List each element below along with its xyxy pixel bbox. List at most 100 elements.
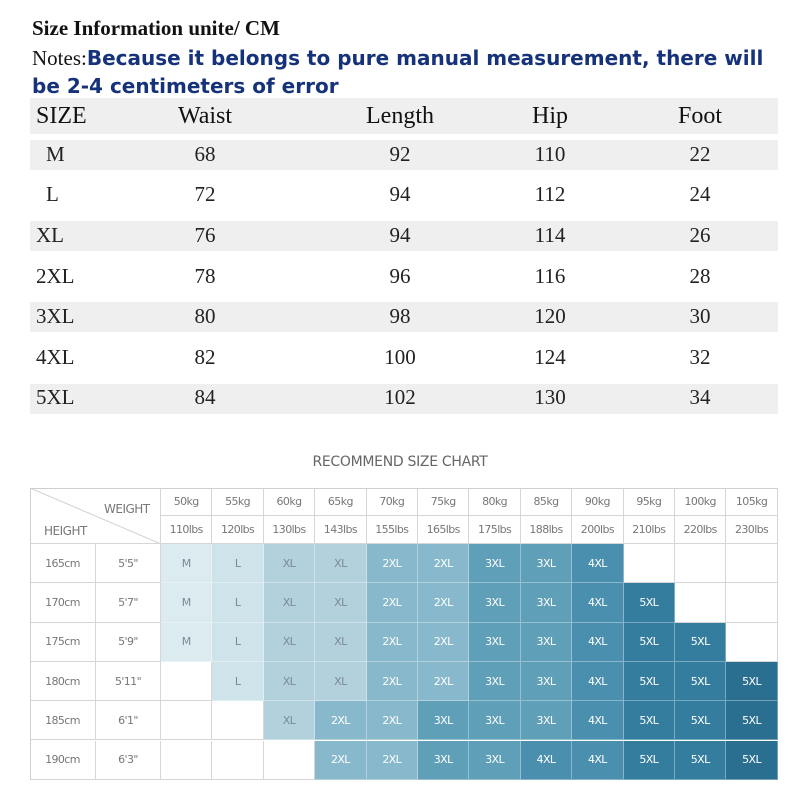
height-cm-label: 165cm	[30, 544, 96, 584]
size-cell: 3XL	[520, 622, 573, 662]
size-cell: 5XL	[623, 701, 675, 741]
size-cell: 5XL	[726, 661, 778, 702]
empty-cell	[675, 583, 727, 623]
weight-kg-label: 105kg	[726, 488, 778, 516]
cell-foot: 30	[689, 304, 711, 329]
weight-lbs-label: 230lbs	[726, 516, 778, 544]
size-cell: 3XL	[469, 622, 521, 662]
cell-hip: 130	[534, 385, 566, 410]
size-cell: 3XL	[520, 544, 573, 584]
recommend-size-chart: WEIGHT HEIGHT 50kg 110lbs 55kg 120lbs 60kg 13…	[30, 488, 778, 780]
cell-foot: 34	[689, 385, 711, 410]
size-cell: L	[212, 583, 264, 623]
weight-kg-label: 70kg	[366, 488, 418, 516]
weight-kg-label: 55kg	[212, 488, 264, 516]
cell-foot: 32	[689, 344, 711, 369]
cell-length: 96	[389, 263, 411, 288]
size-table-row: 4XL 82 100 124 32	[30, 337, 778, 378]
size-cell: 2XL	[366, 701, 418, 741]
weight-lbs-label: 220lbs	[675, 516, 727, 544]
size-cell: 3XL	[469, 583, 521, 623]
column-header-waist: Waist	[177, 102, 233, 129]
size-cell: XL	[263, 701, 316, 741]
size-cell: 3XL	[520, 701, 573, 741]
height-cm-label: 170cm	[30, 583, 96, 623]
size-cell: 2XL	[418, 661, 470, 702]
size-cell: 4XL	[572, 661, 624, 702]
size-cell: 2XL	[366, 661, 418, 702]
cell-waist: 72	[194, 182, 216, 207]
size-cell: 5XL	[726, 740, 778, 780]
empty-cell	[161, 701, 213, 741]
size-cell: 4XL	[520, 740, 573, 780]
cell-hip: 112	[534, 182, 566, 207]
cell-waist: 78	[194, 263, 216, 288]
recommend-chart-title: RECOMMEND SIZE CHART	[312, 454, 488, 470]
size-cell: 4XL	[572, 583, 624, 623]
cell-foot: 24	[689, 182, 711, 207]
size-table-row: M 68 92 110 22	[30, 134, 778, 175]
size-cell: 2XL	[366, 583, 418, 623]
weight-label: WEIGHT	[104, 502, 150, 516]
height-cm-label: 190cm	[30, 740, 96, 780]
size-cell: L	[212, 661, 264, 702]
cell-size: 3XL	[36, 304, 75, 329]
weight-kg-label: 65kg	[315, 488, 367, 516]
cell-hip: 116	[534, 263, 566, 288]
size-cell: 2XL	[366, 740, 418, 780]
size-cell: 3XL	[469, 544, 521, 584]
cell-foot: 28	[689, 263, 711, 288]
size-cell: 2XL	[315, 740, 367, 780]
size-cell: XL	[315, 661, 367, 702]
weight-lbs-label: 210lbs	[623, 516, 675, 544]
size-cell: 5XL	[675, 740, 727, 780]
cell-hip: 124	[534, 344, 566, 369]
size-cell: XL	[263, 544, 316, 584]
size-cell: 5XL	[675, 622, 727, 662]
notes-label: Notes:	[32, 46, 87, 70]
size-cell: 4XL	[572, 701, 624, 741]
notes: Notes:Because it belongs to pure manual …	[32, 44, 792, 100]
height-ft-label: 5'7"	[96, 583, 161, 623]
column-header-size: SIZE	[36, 102, 87, 129]
cell-hip: 110	[534, 141, 566, 166]
size-cell: 4XL	[572, 740, 624, 780]
weight-lbs-label: 200lbs	[572, 516, 624, 544]
weight-kg-label: 90kg	[572, 488, 624, 516]
size-cell: 5XL	[623, 583, 675, 623]
cell-size: 5XL	[36, 385, 75, 410]
cell-length: 94	[389, 222, 411, 247]
empty-cell	[726, 583, 778, 623]
height-ft-label: 5'9"	[96, 622, 161, 662]
weight-kg-label: 50kg	[161, 488, 213, 516]
empty-cell	[726, 544, 778, 584]
cell-size: XL	[36, 222, 64, 247]
size-cell: 3XL	[520, 583, 573, 623]
size-measurement-table: SIZE Waist Length Hip Foot M 68 92 110 22 L 72 94 112…	[30, 98, 778, 418]
empty-cell	[161, 661, 213, 702]
size-cell: 3XL	[469, 740, 521, 780]
size-cell: 2XL	[418, 583, 470, 623]
size-cell: M	[161, 622, 213, 662]
empty-cell	[161, 740, 213, 780]
size-table-row: 5XL 84 102 130 34	[30, 378, 778, 419]
size-cell: M	[161, 544, 213, 584]
weight-kg-label: 85kg	[520, 488, 573, 516]
size-table-header: SIZE Waist Length Hip Foot	[30, 98, 778, 134]
cell-foot: 22	[689, 141, 711, 166]
weight-lbs-label: 155lbs	[366, 516, 418, 544]
size-cell: 5XL	[623, 622, 675, 662]
size-cell: 2XL	[366, 622, 418, 662]
weight-kg-label: 60kg	[263, 488, 316, 516]
cell-length: 102	[384, 385, 416, 410]
weight-lbs-label: 188lbs	[520, 516, 573, 544]
cell-waist: 68	[194, 141, 216, 166]
size-table-row: L 72 94 112 24	[30, 175, 778, 216]
height-cm-label: 175cm	[30, 622, 96, 662]
notes-text: Because it belongs to pure manual measur…	[32, 46, 764, 98]
cell-size: L	[46, 182, 59, 207]
size-cell: 5XL	[675, 701, 727, 741]
size-cell: 2XL	[418, 544, 470, 584]
size-cell: 3XL	[418, 701, 470, 741]
weight-lbs-label: 175lbs	[469, 516, 521, 544]
